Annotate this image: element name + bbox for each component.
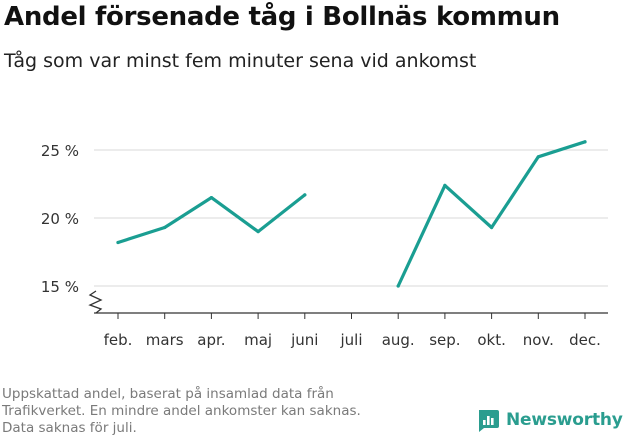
data-point	[209, 196, 213, 200]
data-point	[256, 230, 260, 234]
x-tick-label: feb.	[104, 331, 133, 349]
x-tick-label: nov.	[523, 331, 554, 349]
data-point	[536, 155, 540, 159]
series-line	[396, 140, 587, 288]
y-axis-break-marker	[88, 290, 103, 314]
series-line	[116, 193, 307, 245]
data-point	[490, 225, 494, 230]
footnote-line: Uppskattad andel, baserat på insamlad da…	[2, 386, 334, 402]
data-point	[163, 225, 167, 230]
y-tick-label: 20 %	[41, 210, 79, 228]
x-tick-label: sep.	[429, 331, 460, 349]
data-point	[116, 240, 120, 245]
footnote: Uppskattad andel, baserat på insamlad da…	[2, 386, 442, 437]
data-point	[583, 140, 587, 144]
x-tick-label: maj	[244, 331, 272, 349]
x-tick-label: mars	[146, 331, 184, 349]
footnote-line: Data saknas för juli.	[2, 420, 137, 436]
data-point	[303, 193, 307, 197]
x-tick-label: juni	[290, 331, 318, 349]
chart-title: Andel försenade tåg i Bollnäs kommun	[4, 2, 560, 32]
data-point	[396, 284, 400, 288]
y-tick-label: 25 %	[41, 142, 79, 160]
brand-name: Newsworthy	[506, 410, 623, 430]
x-tick-label: dec.	[569, 331, 601, 349]
newsworthy-logo-icon	[479, 410, 499, 432]
chart-subtitle: Tåg som var minst fem minuter sena vid a…	[4, 50, 477, 72]
x-tick-label: aug.	[382, 331, 415, 349]
footnote-line: Trafikverket. En mindre andel ankomster …	[2, 403, 361, 419]
brand-logo: Newsworthy	[476, 408, 623, 432]
x-tick-label: okt.	[477, 331, 506, 349]
x-tick-label: juli	[339, 331, 362, 349]
data-point	[443, 183, 447, 187]
x-tick-label: apr.	[197, 331, 225, 349]
line-chart: 15 % 20 % 25 % feb. mars apr. maj juni juli aug. s…	[41, 140, 608, 349]
y-tick-label: 15 %	[41, 278, 79, 296]
